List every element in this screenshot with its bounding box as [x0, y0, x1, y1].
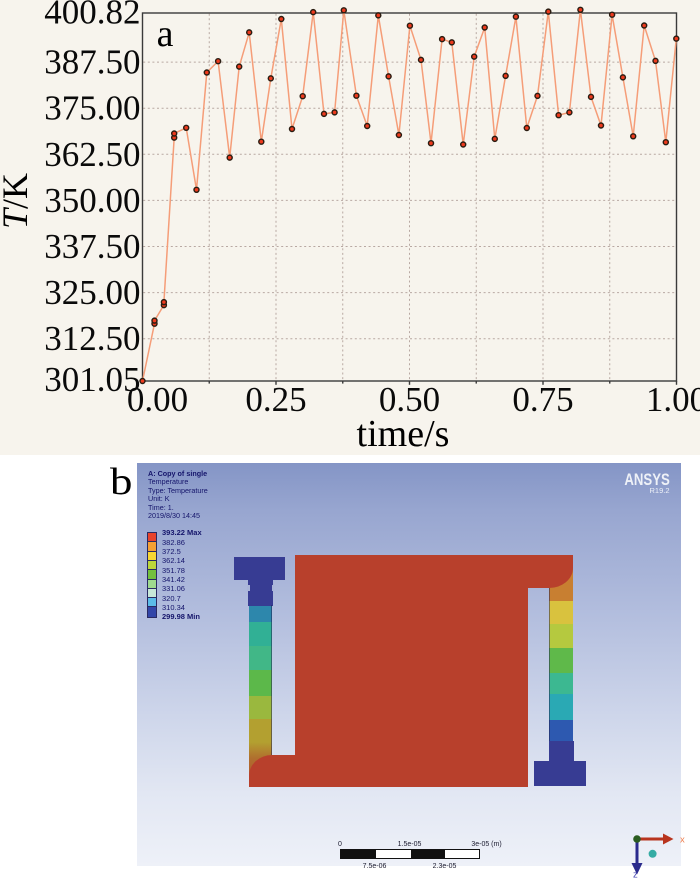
svg-text:0.75: 0.75	[512, 380, 573, 419]
svg-text:a: a	[157, 13, 174, 55]
svg-text:362.50: 362.50	[44, 135, 140, 174]
svg-text:312.50: 312.50	[44, 319, 140, 358]
svg-text:400.82: 400.82	[44, 0, 140, 32]
svg-text:375.00: 375.00	[44, 89, 140, 128]
svg-text:1.00: 1.00	[646, 380, 700, 419]
svg-text:z: z	[633, 870, 638, 878]
svg-text:301.05: 301.05	[44, 360, 140, 399]
svg-text:time/s: time/s	[357, 413, 450, 455]
svg-text:x: x	[680, 835, 685, 846]
svg-text:325.00: 325.00	[44, 273, 140, 312]
svg-text:350.00: 350.00	[44, 181, 140, 220]
svg-text:387.50: 387.50	[44, 43, 140, 82]
svg-text:T/K: T/K	[0, 173, 35, 229]
svg-text:337.50: 337.50	[44, 227, 140, 266]
svg-text:0.50: 0.50	[379, 380, 440, 419]
svg-text:0.25: 0.25	[245, 380, 306, 419]
svg-text:0.00: 0.00	[127, 380, 188, 419]
